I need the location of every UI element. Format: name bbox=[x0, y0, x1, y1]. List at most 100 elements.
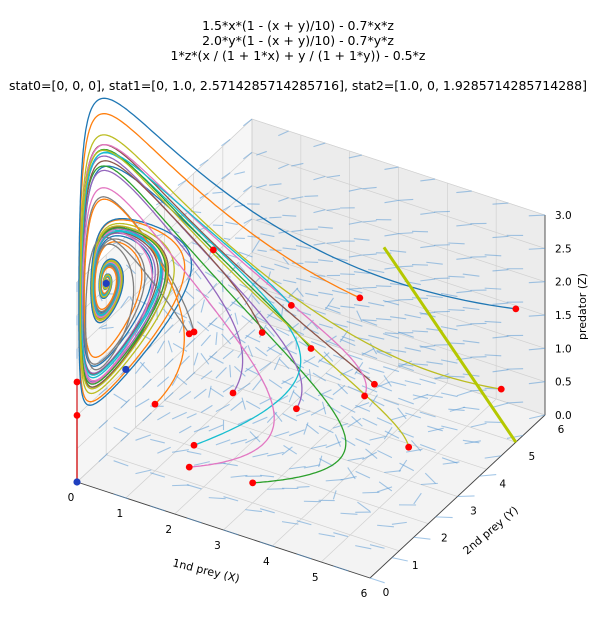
vector-arrow bbox=[346, 320, 363, 327]
title-line-z: 1*z*(x / (1 + 1*x) + y / (1 + 1*y)) - 0.… bbox=[170, 48, 426, 63]
vector-arrow bbox=[318, 291, 333, 296]
initial-point bbox=[258, 329, 266, 336]
initial-point bbox=[293, 405, 300, 413]
vector-arrow bbox=[384, 470, 402, 474]
vector-arrow bbox=[164, 358, 174, 368]
vector-arrow bbox=[150, 472, 166, 478]
vector-arrow bbox=[462, 273, 480, 277]
initial-point bbox=[151, 400, 159, 408]
vector-arrow bbox=[484, 254, 502, 257]
vector-arrow bbox=[346, 353, 363, 361]
vector-arrow bbox=[390, 381, 407, 387]
vector-arrow bbox=[456, 290, 472, 294]
stationary-point bbox=[73, 478, 81, 486]
vector-arrow bbox=[251, 295, 261, 305]
vector-arrow bbox=[259, 361, 272, 372]
z-tick-label: 2.0 bbox=[555, 277, 572, 289]
initial-point bbox=[229, 389, 237, 397]
vector-arrow bbox=[269, 183, 282, 186]
vector-arrow bbox=[313, 209, 326, 214]
vector-arrow bbox=[441, 457, 458, 464]
vector-arrow bbox=[369, 544, 385, 549]
vector-arrow bbox=[296, 486, 310, 488]
vector-arrow bbox=[420, 278, 436, 282]
vector-arrow bbox=[313, 142, 326, 148]
vector-arrow bbox=[98, 387, 108, 396]
vector-arrow bbox=[470, 389, 487, 392]
vector-arrow bbox=[492, 335, 509, 339]
initial-point bbox=[361, 392, 368, 400]
vector-arrow bbox=[221, 333, 232, 345]
vector-arrow bbox=[274, 431, 290, 438]
vector-arrow bbox=[200, 334, 212, 347]
vector-arrow bbox=[528, 347, 546, 351]
vector-arrow bbox=[426, 261, 443, 265]
z-tick-label: 1.5 bbox=[555, 310, 572, 322]
vector-arrow bbox=[296, 553, 312, 560]
vector-arrow bbox=[492, 235, 509, 239]
vector-arrow bbox=[383, 366, 400, 373]
vector-arrow bbox=[296, 410, 311, 417]
vector-arrow bbox=[193, 425, 210, 433]
vector-arrow bbox=[321, 401, 327, 415]
vector-arrow bbox=[243, 185, 253, 193]
stationary-points-label: stat0=[0, 0, 0], stat1=[0, 1.0, 2.571428… bbox=[9, 78, 587, 93]
vector-arrow bbox=[281, 446, 293, 456]
vector-arrow bbox=[382, 299, 400, 306]
vector-arrow bbox=[427, 427, 444, 433]
vector-arrow bbox=[456, 390, 472, 397]
vector-arrow bbox=[225, 253, 238, 259]
vector-arrow bbox=[369, 435, 386, 441]
vector-arrow bbox=[355, 437, 371, 446]
vector-arrow bbox=[340, 273, 355, 275]
vector-arrow bbox=[318, 425, 334, 434]
vector-arrow bbox=[347, 385, 363, 394]
vector-arrow bbox=[382, 333, 400, 339]
vector-arrow bbox=[244, 329, 256, 339]
vector-arrow bbox=[376, 351, 393, 359]
vector-arrow bbox=[221, 138, 231, 147]
vector-arrow bbox=[142, 412, 152, 422]
vector-arrow bbox=[434, 277, 450, 280]
vector-arrow bbox=[256, 184, 267, 189]
vector-arrow bbox=[303, 359, 319, 368]
vector-arrow bbox=[229, 364, 232, 378]
vector-arrow bbox=[120, 399, 130, 409]
vector-arrow bbox=[304, 261, 319, 263]
vector-arrow bbox=[412, 394, 429, 399]
vector-arrow bbox=[448, 309, 465, 311]
vector-arrow bbox=[238, 264, 246, 273]
vector-arrow bbox=[404, 347, 421, 352]
stationary-point bbox=[102, 279, 110, 288]
vector-arrow bbox=[347, 457, 365, 462]
vector-arrow bbox=[397, 331, 414, 338]
y-tick-label: 0 bbox=[383, 587, 390, 599]
vector-arrow bbox=[98, 453, 108, 463]
vector-arrow bbox=[157, 376, 170, 388]
vector-arrow bbox=[348, 287, 362, 290]
vector-arrow bbox=[291, 229, 304, 233]
vector-arrow bbox=[267, 346, 283, 356]
vector-arrow bbox=[412, 363, 429, 366]
vector-arrow bbox=[361, 385, 378, 393]
vector-arrow bbox=[164, 391, 174, 401]
points bbox=[73, 246, 520, 487]
initial-point bbox=[371, 380, 378, 388]
vector-arrow bbox=[267, 488, 285, 490]
vector-arrow bbox=[384, 430, 400, 439]
vector-arrow bbox=[492, 202, 509, 205]
vector-arrow bbox=[424, 472, 437, 484]
vector-arrow bbox=[389, 249, 407, 253]
vector-arrow bbox=[419, 312, 436, 318]
vector-arrow bbox=[185, 337, 196, 348]
vector-arrow bbox=[448, 275, 465, 278]
vector-arrow bbox=[170, 259, 180, 267]
vector-arrow bbox=[256, 150, 267, 156]
vector-arrow bbox=[223, 462, 238, 467]
vector-arrow bbox=[370, 398, 385, 407]
vector-arrow bbox=[278, 230, 289, 234]
vector-arrow bbox=[324, 335, 337, 344]
vector-arrow bbox=[156, 340, 165, 354]
vector-arrow bbox=[479, 474, 497, 477]
z-tick-label: 2.5 bbox=[555, 243, 572, 255]
